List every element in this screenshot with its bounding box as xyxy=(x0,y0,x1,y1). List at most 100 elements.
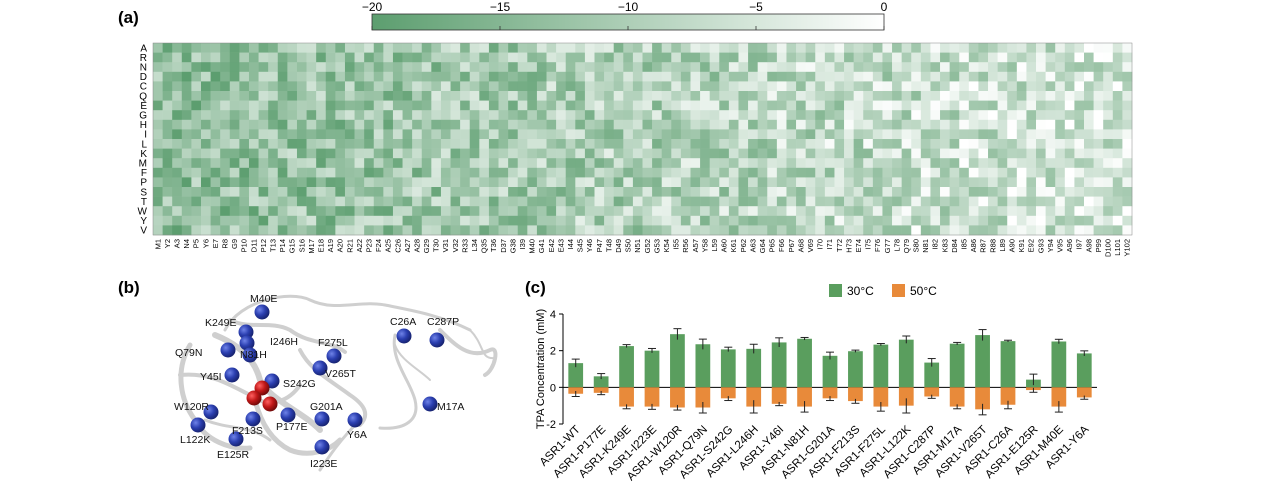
heatmap-cell xyxy=(1036,167,1046,178)
heatmap-cell xyxy=(575,81,586,92)
heatmap-cell xyxy=(517,110,528,121)
heatmap-cell xyxy=(824,225,835,236)
heatmap-cell xyxy=(1103,196,1114,207)
heatmap-cell xyxy=(988,206,998,217)
heatmap-column-label: M17 xyxy=(307,239,316,254)
heatmap-cell xyxy=(1045,167,1056,178)
heatmap-cell xyxy=(719,225,730,236)
mutation-label: I246H xyxy=(270,336,298,348)
heatmap-cell xyxy=(565,196,576,207)
heatmap-cell xyxy=(1112,148,1123,159)
heatmap-cell xyxy=(440,148,451,159)
heatmap-cell xyxy=(268,148,279,159)
heatmap-cell xyxy=(325,148,336,159)
heatmap-cell xyxy=(940,52,950,63)
heatmap-cell xyxy=(613,71,624,82)
heatmap-cell xyxy=(239,167,250,178)
heatmap-row-label: E xyxy=(140,101,147,112)
heatmap-cell xyxy=(997,110,1008,121)
heatmap-cell xyxy=(565,129,576,140)
heatmap-cell xyxy=(181,129,192,140)
heatmap-column-label: P62 xyxy=(739,239,748,252)
heatmap-cell xyxy=(863,81,874,92)
heatmap-cell xyxy=(153,139,163,149)
heatmap-cell xyxy=(911,100,922,111)
heatmap-cell xyxy=(1074,129,1085,140)
heatmap-cell xyxy=(316,43,327,53)
heatmap-cell xyxy=(1093,148,1104,159)
heatmap-cell xyxy=(968,100,979,111)
heatmap-cell xyxy=(517,187,528,197)
heatmap-cell xyxy=(661,71,672,82)
heatmap-cell xyxy=(834,52,845,63)
heatmap-cell xyxy=(344,91,355,101)
heatmap-cell xyxy=(671,187,682,197)
heatmap-cell xyxy=(671,129,682,140)
heatmap-cell xyxy=(786,110,797,121)
heatmap-cell xyxy=(786,187,797,197)
heatmap-cell xyxy=(872,187,883,197)
heatmap-cell xyxy=(968,196,979,207)
heatmap-cell xyxy=(1112,158,1123,169)
heatmap-cell xyxy=(153,71,163,82)
heatmap-cell xyxy=(565,119,576,130)
heatmap-cell xyxy=(1074,81,1085,92)
heatmap-cell xyxy=(460,177,471,188)
heatmap-cell xyxy=(1045,62,1056,73)
heatmap-cell xyxy=(536,206,547,217)
heatmap-cell xyxy=(191,129,202,140)
heatmap-cell xyxy=(1064,81,1075,92)
heatmap-cell xyxy=(191,52,202,63)
mutation-site-marker xyxy=(254,304,270,320)
heatmap-cell xyxy=(1093,100,1104,111)
heatmap-cell xyxy=(892,110,902,121)
heatmap-cell xyxy=(373,196,384,207)
panel-label-b: (b) xyxy=(118,278,140,297)
heatmap-cell xyxy=(479,91,490,101)
heatmap-cell xyxy=(988,139,998,149)
heatmap-cell xyxy=(613,62,624,73)
heatmap-cell xyxy=(623,100,634,111)
heatmap-cell xyxy=(575,119,586,130)
heatmap-cell xyxy=(604,81,615,92)
heatmap-cell xyxy=(1074,177,1085,188)
heatmap-cell xyxy=(440,71,451,82)
heatmap-cell xyxy=(248,110,259,121)
heatmap-cell xyxy=(527,119,538,130)
heatmap-cell xyxy=(1084,148,1094,159)
heatmap-cell xyxy=(1055,177,1066,188)
heatmap-cell xyxy=(498,100,509,111)
heatmap-cell xyxy=(479,71,490,82)
heatmap-cell xyxy=(786,100,797,111)
heatmap-cell xyxy=(949,196,960,207)
heatmap-cell xyxy=(834,129,845,140)
heatmap-cell xyxy=(1045,206,1056,217)
heatmap-cell xyxy=(1122,100,1133,111)
heatmap-cell xyxy=(642,215,653,226)
heatmap-cell xyxy=(325,71,336,82)
heatmap-cell xyxy=(1074,158,1085,169)
heatmap-cell xyxy=(239,110,250,121)
heatmap-cell xyxy=(623,91,634,101)
heatmap-column-label: Q35 xyxy=(480,239,489,253)
heatmap-cell xyxy=(191,187,202,197)
heatmap-cell xyxy=(671,91,682,101)
heatmap-cell xyxy=(450,177,461,188)
heatmap-cell xyxy=(671,167,682,178)
heatmap-cell xyxy=(488,206,499,217)
heatmap-cell xyxy=(604,167,615,178)
heatmap-cell xyxy=(1093,71,1104,82)
heatmap-cell xyxy=(316,129,327,140)
heatmap-cell xyxy=(200,206,211,217)
heatmap-cell xyxy=(268,177,279,188)
heatmap-cell xyxy=(949,100,960,111)
heatmap-cell xyxy=(872,206,883,217)
y-tick-label: 2 xyxy=(550,346,556,358)
heatmap-cell xyxy=(920,119,931,130)
heatmap-cell xyxy=(623,129,634,140)
heatmap-cell xyxy=(700,215,710,226)
heatmap-cell xyxy=(229,215,240,226)
heatmap-cell xyxy=(834,139,845,149)
heatmap-cell xyxy=(296,215,307,226)
